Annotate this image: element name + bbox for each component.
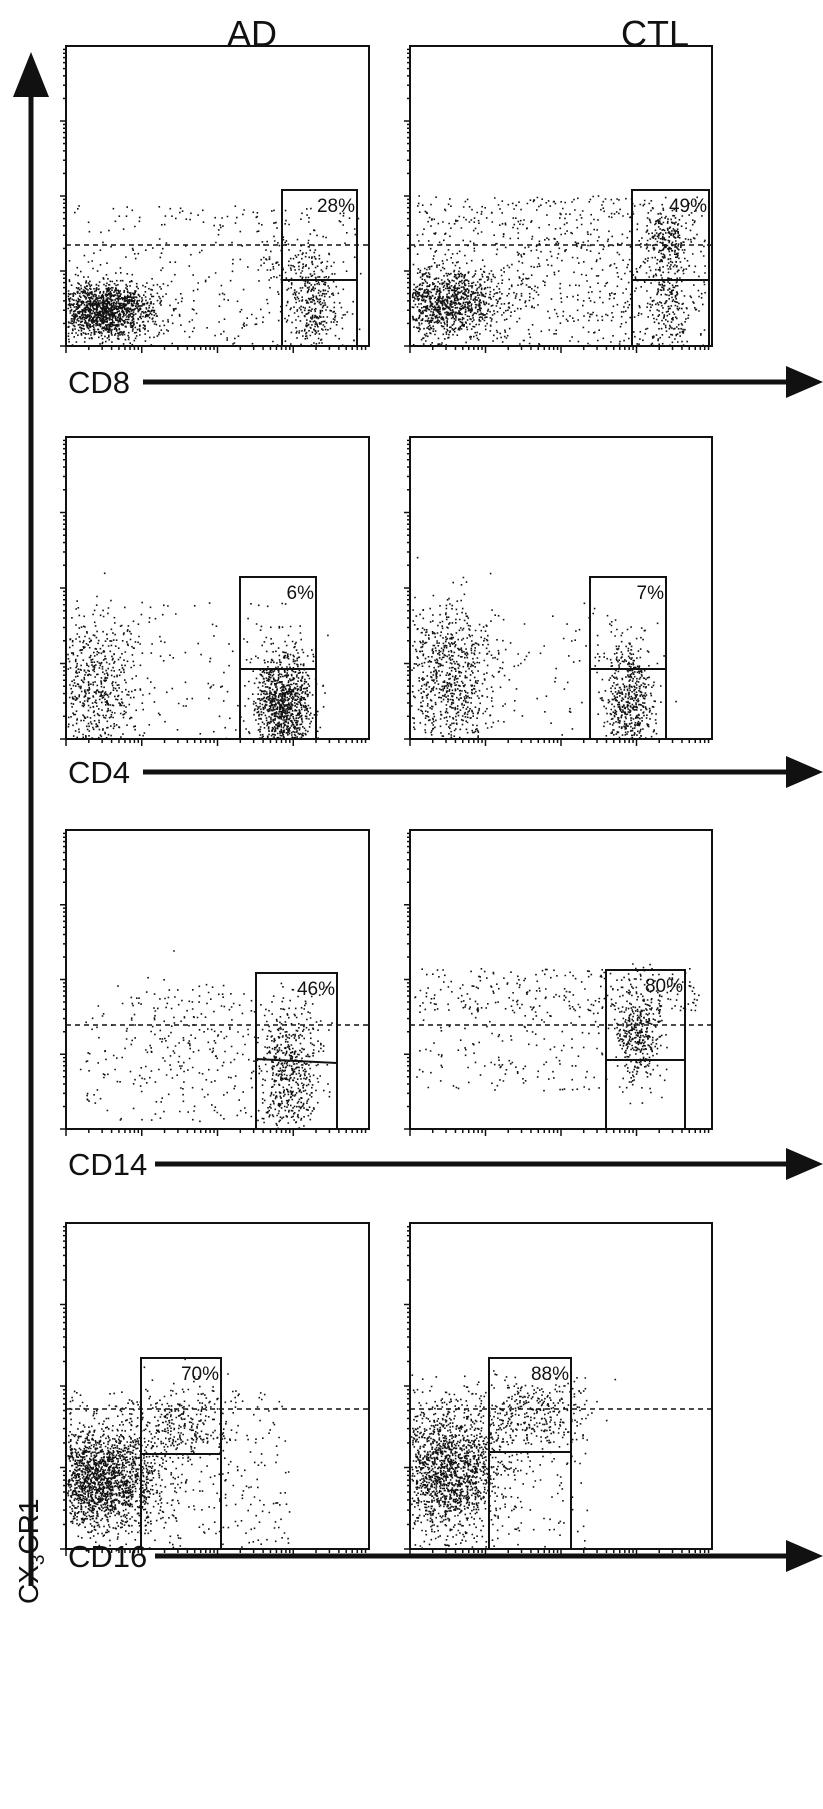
event-dots xyxy=(411,1370,617,1549)
column-title-ctl: CTL xyxy=(621,13,689,54)
axis-ticks xyxy=(60,832,367,1136)
event-dot-cloud xyxy=(411,195,706,347)
row-cd14: 46% 80% CD14 xyxy=(60,829,823,1182)
plot-panel-cd8-ad: 28% xyxy=(60,45,370,353)
gate-box: 88% xyxy=(488,1357,572,1550)
row-cd8: 28% 49% CD8 xyxy=(60,45,823,400)
x-axis-label-cd4: CD4 xyxy=(68,755,130,790)
gate-percent-label: 70% xyxy=(181,1364,219,1385)
gate-rectangle xyxy=(281,189,358,347)
gate-box: 28% xyxy=(281,189,358,347)
x-axis-arrow-head xyxy=(786,1148,823,1180)
gate-box: 70% xyxy=(140,1357,222,1550)
x-axis-label-cd14: CD14 xyxy=(68,1147,147,1182)
plot-panel-cd4-ctl: 7% xyxy=(404,436,713,746)
y-axis-label-rest: CR1 xyxy=(13,1499,44,1555)
x-axis-label-cd8: CD8 xyxy=(68,365,130,400)
y-axis-label-main: CX xyxy=(13,1565,44,1604)
gate-divider xyxy=(255,1058,338,1064)
axis-ticks xyxy=(60,48,367,353)
gate-percent-label: 49% xyxy=(669,196,707,217)
event-dot-cloud xyxy=(67,205,362,347)
plot-panel-cd14-ctl: 80% xyxy=(404,829,713,1136)
event-dot-cloud xyxy=(79,950,333,1130)
gate-box: 80% xyxy=(605,969,686,1130)
gate-rectangle xyxy=(589,576,667,740)
plot-panel-cd4-ad: 6% xyxy=(60,436,370,746)
row-cd4: 6% 7% CD4 xyxy=(60,436,823,790)
gate-rectangle xyxy=(239,576,317,740)
gate-box: 6% xyxy=(239,576,317,740)
y-axis-arrow xyxy=(13,52,49,1586)
y-axis-arrow-head xyxy=(13,52,49,97)
gate-rectangle xyxy=(255,972,338,1130)
event-dots xyxy=(67,1358,291,1550)
event-dots xyxy=(67,205,362,347)
plot-panel-cd8-ctl: 49% xyxy=(404,45,713,353)
row-cd16: 70% 88% CD16 xyxy=(60,1222,823,1574)
axis-ticks xyxy=(404,832,710,1136)
x-axis-arrow-head xyxy=(786,756,823,788)
x-axis-arrow-head xyxy=(786,366,823,398)
gate-rectangle xyxy=(488,1357,572,1550)
gate-box: 7% xyxy=(589,576,667,740)
gate-box: 46% xyxy=(255,972,338,1130)
gate-rectangle xyxy=(605,969,686,1130)
x-axis-label-cd16: CD16 xyxy=(68,1539,147,1574)
gate-percent-label: 46% xyxy=(297,979,335,1000)
axis-ticks xyxy=(404,48,710,353)
gate-percent-label: 28% xyxy=(317,196,355,217)
gate-percent-label: 80% xyxy=(645,976,683,997)
event-dots xyxy=(79,950,333,1130)
y-axis-label-sub: 3 xyxy=(28,1555,49,1566)
plot-panel-cd16-ctl: 88% xyxy=(404,1222,713,1556)
gate-box: 49% xyxy=(631,189,710,347)
gate-rectangle xyxy=(631,189,710,347)
gate-percent-label: 88% xyxy=(531,1364,569,1385)
event-dot-cloud xyxy=(67,1358,291,1550)
y-axis-label: CX3CR1 xyxy=(13,1499,49,1605)
event-dots xyxy=(411,195,706,347)
column-title-ad: AD xyxy=(227,13,277,54)
gate-percent-label: 7% xyxy=(637,583,665,604)
axis-ticks xyxy=(60,439,367,746)
axis-ticks xyxy=(404,439,710,746)
plot-panel-cd14-ad: 46% xyxy=(60,829,370,1136)
plot-rows: 28% 49% CD8 6% 7% CD4 46% 80% CD14 70% 88% CD16 xyxy=(60,45,823,1574)
plot-frame xyxy=(65,436,370,740)
plot-panel-cd16-ad: 70% xyxy=(60,1222,370,1556)
plot-frame xyxy=(65,1222,370,1550)
gate-percent-label: 6% xyxy=(287,583,315,604)
x-axis-arrow-head xyxy=(786,1540,823,1572)
event-dot-cloud xyxy=(411,1370,617,1549)
